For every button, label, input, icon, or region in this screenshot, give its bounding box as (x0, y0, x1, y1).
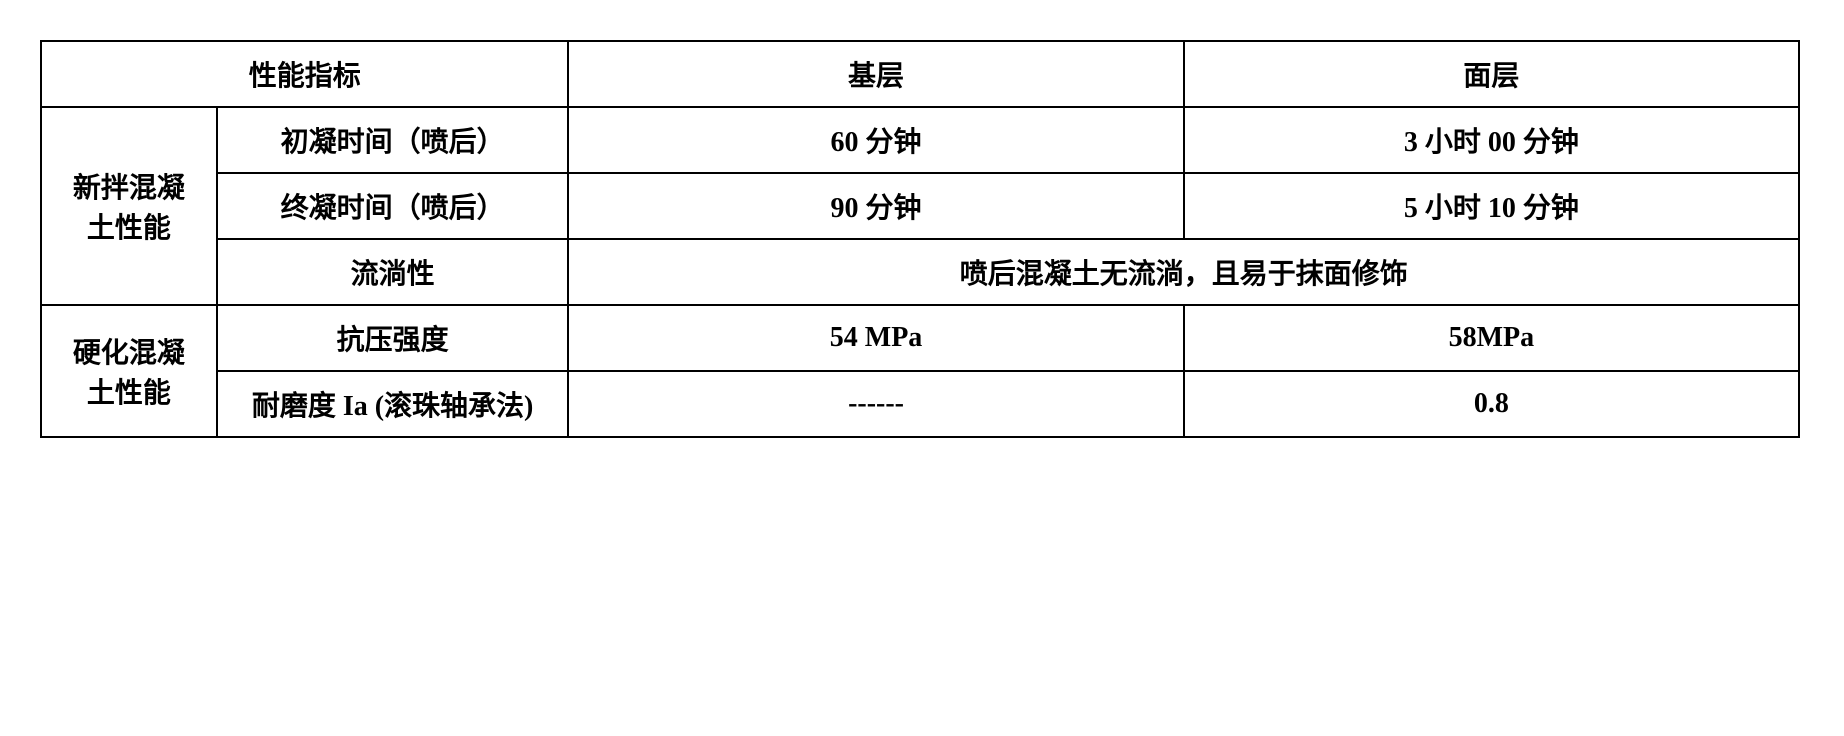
metric-final-set: 终凝时间（喷后） (217, 173, 569, 239)
category-fresh-concrete: 新拌混凝土性能 (41, 107, 217, 305)
category-hardened-concrete: 硬化混凝土性能 (41, 305, 217, 437)
header-surface-layer: 面层 (1184, 41, 1799, 107)
value-initial-set-surface: 3 小时 00 分钟 (1184, 107, 1799, 173)
value-compressive-strength-base: 54 MPa (568, 305, 1183, 371)
header-base-layer: 基层 (568, 41, 1183, 107)
table-row: 新拌混凝土性能 初凝时间（喷后） 60 分钟 3 小时 00 分钟 (41, 107, 1799, 173)
performance-table: 性能指标 基层 面层 新拌混凝土性能 初凝时间（喷后） 60 分钟 3 小时 0… (40, 40, 1800, 438)
table-row: 耐磨度 Ia (滚珠轴承法) ------ 0.8 (41, 371, 1799, 437)
metric-compressive-strength: 抗压强度 (217, 305, 569, 371)
header-performance-index: 性能指标 (41, 41, 568, 107)
value-compressive-strength-surface: 58MPa (1184, 305, 1799, 371)
value-abrasion-surface: 0.8 (1184, 371, 1799, 437)
metric-flowability: 流淌性 (217, 239, 569, 305)
value-initial-set-base: 60 分钟 (568, 107, 1183, 173)
value-abrasion-base: ------ (568, 371, 1183, 437)
value-final-set-surface: 5 小时 10 分钟 (1184, 173, 1799, 239)
table-row: 流淌性 喷后混凝土无流淌，且易于抹面修饰 (41, 239, 1799, 305)
metric-abrasion: 耐磨度 Ia (滚珠轴承法) (217, 371, 569, 437)
value-final-set-base: 90 分钟 (568, 173, 1183, 239)
table-row: 终凝时间（喷后） 90 分钟 5 小时 10 分钟 (41, 173, 1799, 239)
value-flowability-merged: 喷后混凝土无流淌，且易于抹面修饰 (568, 239, 1799, 305)
metric-initial-set: 初凝时间（喷后） (217, 107, 569, 173)
header-row: 性能指标 基层 面层 (41, 41, 1799, 107)
table-row: 硬化混凝土性能 抗压强度 54 MPa 58MPa (41, 305, 1799, 371)
